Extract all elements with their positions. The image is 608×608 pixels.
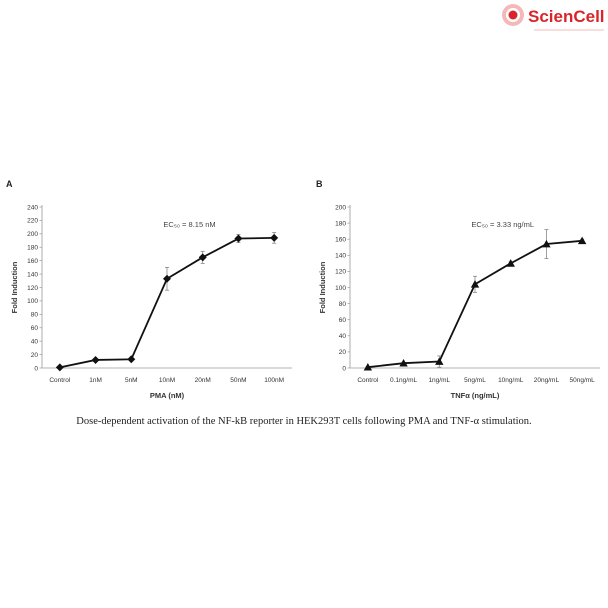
- x-tick-label: 0.1ng/mL: [390, 377, 417, 384]
- figure-caption: Dose-dependent activation of the NF-kB r…: [76, 416, 532, 427]
- data-point-marker: [470, 280, 480, 288]
- y-tick-label: 40: [31, 338, 39, 345]
- chart-a-svg: A 0 20 40 60 80 100 120 140 160 180 200 220 240 Contro…: [6, 179, 292, 400]
- x-axis-title: PMA (nM): [150, 391, 185, 400]
- data-point-marker: [399, 358, 408, 367]
- x-tick-label: Control: [49, 377, 71, 384]
- data-point-marker: [198, 253, 207, 262]
- x-tick-label: 5ng/mL: [464, 377, 486, 384]
- y-tick-label: 80: [31, 312, 39, 319]
- logo-circle-core: [508, 10, 518, 20]
- y-tick-label: 60: [31, 325, 39, 332]
- y-tick-label: 100: [335, 285, 346, 292]
- chart-panel-b: B 0 20 40 60 80 100 120 140 160 180 200 Control 0.1ng…: [308, 170, 608, 400]
- data-point-marker: [163, 274, 171, 283]
- y-tick-label: 20: [339, 349, 347, 356]
- y-tick-label: 60: [339, 317, 347, 324]
- data-point-marker: [506, 259, 515, 267]
- data-point-marker: [542, 239, 551, 248]
- data-point-marker: [91, 355, 100, 364]
- x-tick-label: 100nM: [264, 377, 284, 384]
- scien-cell-logo: ScienCell: [500, 2, 606, 36]
- x-tick-label: 5nM: [125, 377, 138, 384]
- y-tick-label: 200: [27, 231, 38, 238]
- y-tick-label: 140: [335, 253, 346, 260]
- x-tick-label: 20ng/mL: [534, 377, 560, 384]
- panel-letter: A: [6, 179, 13, 189]
- y-tick-label: 120: [27, 285, 38, 292]
- y-tick-label: 140: [27, 271, 38, 278]
- y-tick-label: 80: [339, 301, 347, 308]
- y-tick-label: 200: [335, 204, 346, 211]
- data-point-marker: [270, 233, 279, 242]
- y-tick-label: 240: [27, 204, 38, 211]
- y-tick-label: 160: [27, 258, 38, 265]
- ec50-annotation: EC₅₀ = 8.15 nM: [163, 220, 215, 229]
- data-point-marker: [55, 363, 64, 372]
- logo-text: ScienCell: [528, 7, 605, 26]
- x-tick-label: Control: [357, 377, 379, 384]
- x-tick-label: 1nM: [89, 377, 102, 384]
- data-point-marker: [234, 234, 243, 243]
- x-tick-label: 10nM: [159, 377, 175, 384]
- data-point-marker: [435, 357, 444, 365]
- y-tick-label: 0: [34, 365, 38, 372]
- y-tick-label: 0: [342, 365, 346, 372]
- x-tick-label: 1ng/mL: [428, 377, 450, 384]
- y-tick-label: 40: [339, 333, 347, 340]
- y-tick-label: 100: [27, 298, 38, 305]
- y-tick-label: 20: [31, 352, 39, 359]
- x-tick-label: 20nM: [195, 377, 211, 384]
- y-tick-label: 120: [335, 269, 346, 276]
- series-line: [367, 239, 583, 369]
- x-tick-label: 50ng/mL: [569, 377, 595, 384]
- ec50-annotation: EC₅₀ = 3.33 ng/mL: [471, 220, 534, 229]
- y-tick-label: 180: [27, 245, 38, 252]
- chart-b-svg: B 0 20 40 60 80 100 120 140 160 180 200 Control 0.1ng…: [316, 179, 600, 400]
- data-point-marker: [577, 236, 587, 245]
- y-tick-label: 220: [27, 218, 38, 225]
- panel-letter: B: [316, 179, 323, 189]
- chart-panel-a: A 0 20 40 60 80 100 120 140 160 180 200 220 240 Contro…: [0, 170, 300, 400]
- y-axis-title: Fold Induction: [10, 261, 19, 313]
- series-line: [59, 236, 275, 369]
- y-axis-title: Fold Induction: [318, 261, 327, 313]
- x-tick-label: 10ng/mL: [498, 377, 524, 384]
- y-tick-label: 180: [335, 220, 346, 227]
- y-tick-label: 160: [335, 237, 346, 244]
- x-axis-title: TNFα (ng/mL): [451, 391, 500, 400]
- x-tick-label: 50nM: [230, 377, 246, 384]
- data-point-marker: [363, 362, 373, 371]
- data-point-marker: [127, 355, 136, 364]
- logo-mark: ScienCell: [502, 4, 605, 31]
